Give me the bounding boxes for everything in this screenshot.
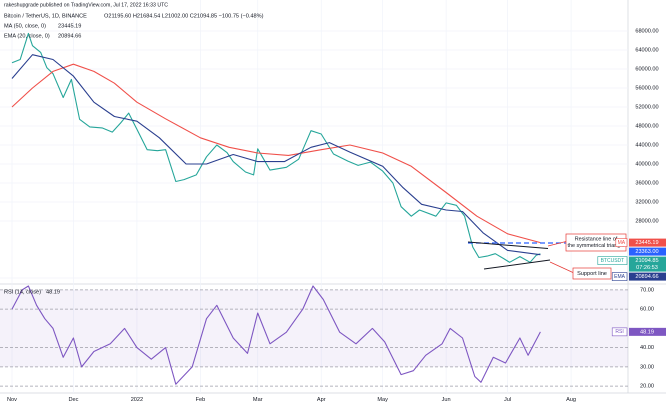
y-tick-label: 70.00 [640, 287, 654, 293]
y-tick-label: 20.00 [640, 384, 654, 390]
price-label: 20894.66 [635, 274, 658, 280]
y-tick-label: 30.00 [640, 364, 654, 370]
series-line [11, 32, 541, 263]
legend-ma: MA (50, close, 0) [4, 23, 46, 29]
price-label-box [629, 247, 666, 256]
grid [0, 0, 628, 393]
x-tick-label: Apr [317, 397, 326, 403]
x-tick-label: May [377, 397, 388, 403]
y-tick-label: 48000.00 [635, 123, 658, 129]
x-tick-label: 2022 [131, 397, 143, 403]
y-tick-label: 60.00 [640, 307, 654, 313]
legend-rsi: RSI (14, close) [4, 289, 41, 295]
tag-label: EMA [614, 274, 626, 280]
y-tick-label: 56000.00 [635, 85, 658, 91]
tag-box [611, 327, 628, 337]
x-tick-label: Nov [7, 397, 17, 403]
price-label: 48.19 [640, 329, 654, 335]
price-label: 23445.19 [635, 240, 658, 246]
y-tick-label: 44000.00 [635, 142, 658, 148]
publisher: rakeshupgrade published on TradingView.c… [4, 2, 168, 8]
resistance-trendline [467, 241, 549, 249]
price-label-box [629, 238, 666, 247]
x-tick-label: Dec [68, 397, 78, 403]
tag-box [611, 272, 628, 281]
price-label: 21094.85 [635, 258, 658, 264]
legend-ma-value: 23445.19 [58, 23, 81, 29]
annotation: Support line [577, 271, 607, 277]
x-tick-label: Jun [442, 397, 451, 403]
rsi-band [0, 289, 628, 367]
price-label: 23363.00 [635, 249, 658, 255]
price-label-box [629, 327, 666, 336]
price-label-box [629, 272, 666, 281]
y-tick-label: 40.00 [640, 345, 654, 351]
legend-ema-value: 20894.66 [58, 33, 81, 39]
y-tick-label: 32000.00 [635, 199, 658, 205]
callout-arrow [547, 240, 569, 247]
series-line [11, 54, 541, 256]
ohlc: O21195.60 H21684.54 L21002.00 C21094.85 … [104, 13, 264, 19]
y-tick-label: 64000.00 [635, 47, 658, 53]
y-tick-label: 36000.00 [635, 180, 658, 186]
x-tick-label: Aug [566, 397, 576, 403]
legend-rsi-value: 48.19 [46, 289, 60, 295]
y-tick-label: 68000.00 [635, 28, 658, 34]
x-tick-label: Feb [196, 397, 206, 403]
y-tick-label: 28000.00 [635, 218, 658, 224]
tag-label: RSI [615, 329, 623, 335]
y-tick-label: 60000.00 [635, 66, 658, 72]
support-trendline [483, 259, 551, 270]
price-label-box [629, 256, 666, 272]
plot [11, 32, 628, 385]
tag-box [615, 238, 628, 247]
tag-label: BTCUSDT [601, 258, 625, 264]
series-line [11, 285, 541, 385]
legend-ema: EMA (20, close, 0) [4, 33, 50, 39]
tag-box [597, 256, 628, 265]
x-tick-label: Jul [504, 397, 511, 403]
callout-arrow [549, 261, 575, 274]
y-tick-label: 40000.00 [635, 161, 658, 167]
x-tick-label: Mar [253, 397, 263, 403]
callout-box [572, 267, 612, 280]
series-line [11, 63, 541, 244]
y-tick-label: 52000.00 [635, 104, 658, 110]
tag-label: MA [618, 240, 626, 246]
annotation: Resistance line of the symmetrical triang… [568, 237, 625, 250]
countdown: 07:26:53 [636, 265, 658, 271]
symbol: Bitcoin / TetherUS, 1D, BINANCE [4, 13, 87, 19]
